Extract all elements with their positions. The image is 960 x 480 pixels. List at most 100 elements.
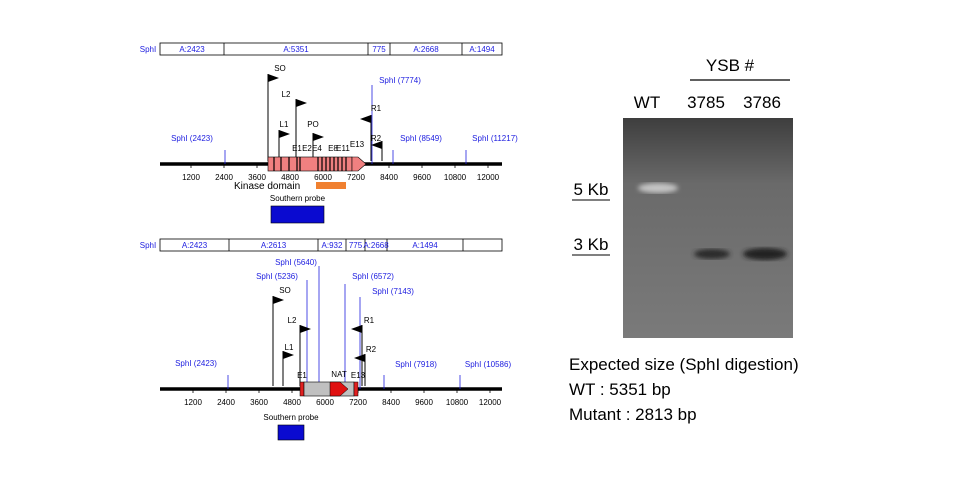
kinase-domain: [316, 182, 346, 189]
enzyme-label: SphI: [140, 241, 156, 250]
primer-label: L1: [285, 343, 294, 352]
site-label: SphI (2423): [171, 134, 213, 143]
scale-label: 8400: [382, 398, 400, 407]
segment-label: A:1494: [469, 45, 495, 54]
primer-label: R2: [366, 345, 377, 354]
band: [638, 183, 678, 193]
exon-label: E13: [350, 140, 365, 149]
segment-label: A:2423: [179, 45, 205, 54]
scale-label: 3600: [250, 398, 268, 407]
primer-flag: [279, 130, 290, 138]
scale-label: 10800: [444, 173, 467, 182]
primer-label: R1: [371, 104, 382, 113]
caption-title: Expected size (SphI digestion): [569, 355, 799, 374]
exon-label: E4: [312, 144, 322, 153]
scale-label: 8400: [380, 173, 398, 182]
segment-label: A:932: [322, 241, 343, 250]
scale-label: 3600: [248, 173, 266, 182]
primer-flag: [296, 99, 307, 107]
primer-label: SO: [274, 64, 286, 73]
gene-exon: [353, 381, 359, 397]
segment-label: A:2668: [413, 45, 439, 54]
exon-label: E1: [292, 144, 302, 153]
scale-label: 9600: [413, 173, 431, 182]
gene-arrow: [351, 156, 367, 172]
caption-line: Mutant : 2813 bp: [569, 405, 697, 424]
scale-label: 1200: [182, 173, 200, 182]
primer-label: SO: [279, 286, 291, 295]
probe-label: Southern probe: [263, 413, 319, 422]
site-label: SphI (10586): [465, 360, 512, 369]
primer-label: R1: [364, 316, 375, 325]
exon-label: E8: [328, 144, 338, 153]
enzyme-label: SphI: [140, 45, 156, 54]
probe-label: Southern probe: [270, 194, 326, 203]
primer-label: L2: [288, 316, 297, 325]
gene-exon: [299, 381, 305, 397]
segment-label: A:5351: [283, 45, 309, 54]
scale-label: 7200: [349, 398, 367, 407]
group-label: YSB #: [706, 56, 755, 75]
segment-label: A:2668: [363, 241, 389, 250]
segment-label: A:2613: [261, 241, 287, 250]
header-bar: [159, 42, 503, 56]
site-label: SphI (7918): [395, 360, 437, 369]
size-marker: 3 Kb: [574, 235, 609, 254]
lane-label: 3786: [743, 93, 781, 112]
site-label: SphI (11217): [472, 134, 518, 143]
primer-flag: [273, 296, 284, 304]
segment-label: 775: [372, 45, 386, 54]
domain-label: Kinase domain: [234, 181, 300, 192]
site-label: SphI (7774): [379, 76, 421, 85]
primer-flag: [371, 141, 382, 149]
gel-image: [623, 118, 793, 338]
caption-line: WT : 5351 bp: [569, 380, 671, 399]
scale-label: 10800: [446, 398, 469, 407]
exon-label: E11: [336, 144, 350, 153]
exon-label: E1: [297, 371, 307, 380]
primer-label: L2: [282, 90, 291, 99]
scale-label: 2400: [215, 173, 233, 182]
primer-label: PO: [307, 120, 319, 129]
scale-label: 4800: [281, 173, 299, 182]
scale-label: 6000: [314, 173, 332, 182]
size-marker: 5 Kb: [574, 180, 609, 199]
band: [743, 248, 787, 260]
primer-flag: [283, 351, 294, 359]
exon-label: E13: [351, 371, 366, 380]
scale-label: 6000: [316, 398, 334, 407]
scale-label: 4800: [283, 398, 301, 407]
site-label: SphI (8549): [400, 134, 442, 143]
nat-marker: [329, 381, 349, 397]
primer-label: R2: [371, 134, 382, 143]
scale-label: 12000: [479, 398, 502, 407]
site-label: SphI (6572): [352, 272, 394, 281]
scale-label: 1200: [184, 398, 202, 407]
exon-label: E2: [302, 144, 312, 153]
scale-label: 2400: [217, 398, 235, 407]
site-label: SphI (5236): [256, 272, 298, 281]
segment-label: A:2423: [182, 241, 208, 250]
southern-probe: [277, 424, 305, 441]
lane-label: 3785: [687, 93, 725, 112]
primer-flag: [360, 115, 371, 123]
primer-flag: [313, 133, 324, 141]
scale-label: 12000: [477, 173, 500, 182]
scale-label: 7200: [347, 173, 365, 182]
site-label: SphI (7143): [372, 287, 414, 296]
band: [694, 249, 730, 259]
segment-label: 775: [349, 241, 363, 250]
primer-label: L1: [280, 120, 289, 129]
segment-label: A:1494: [412, 241, 438, 250]
southern-probe: [270, 205, 325, 224]
scale-label: 9600: [415, 398, 433, 407]
header-bar: [159, 238, 503, 252]
primer-flag: [300, 325, 311, 333]
site-label: SphI (2423): [175, 359, 217, 368]
lane-label: WT: [634, 93, 660, 112]
primer-flag: [268, 74, 279, 82]
primer-flag: [351, 325, 362, 333]
primer-flag: [354, 354, 365, 362]
site-label: SphI (5640): [275, 258, 317, 267]
